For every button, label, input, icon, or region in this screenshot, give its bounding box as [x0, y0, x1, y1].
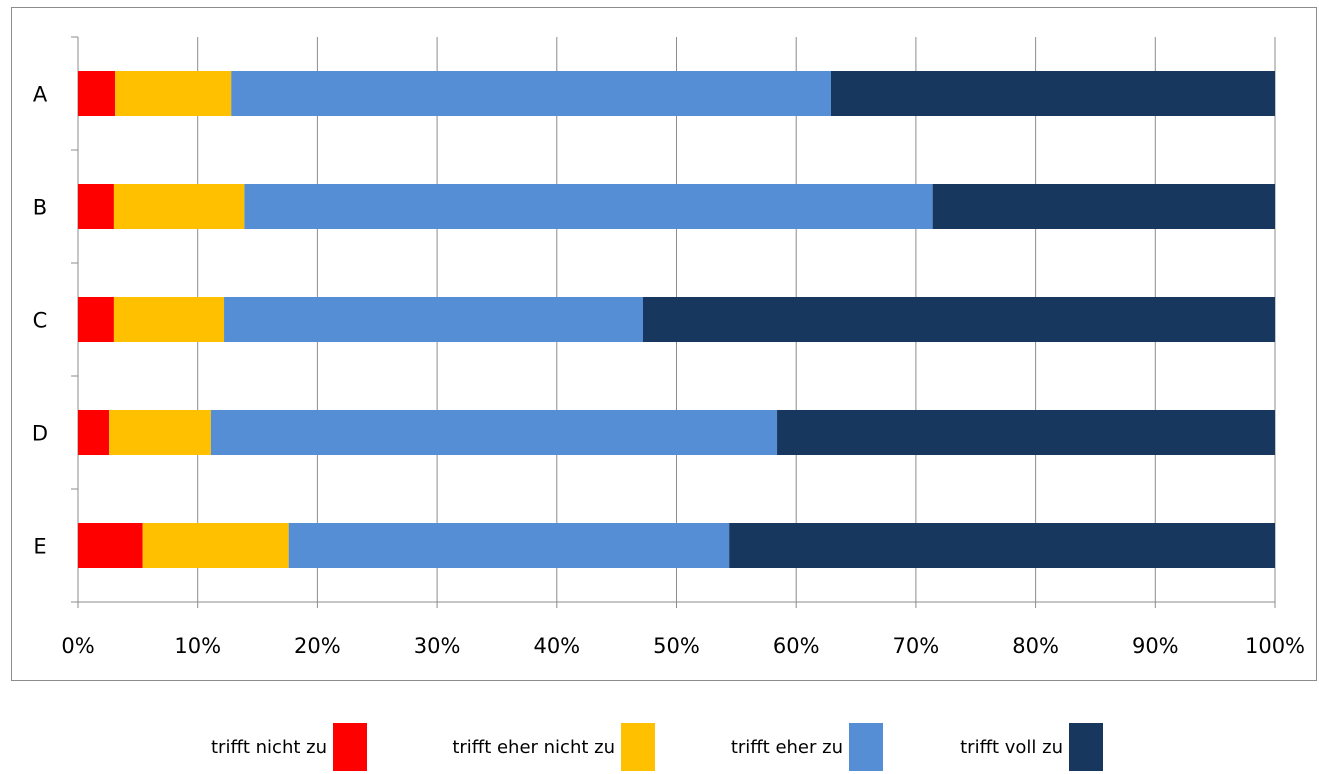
x-tick-label: 10% [174, 634, 221, 658]
x-tick-label: 80% [1012, 634, 1059, 658]
bar-b-series-1 [78, 184, 114, 229]
bar-c-series-1 [78, 297, 114, 342]
bar-d-series-4 [777, 410, 1275, 455]
x-tick-label: 50% [653, 634, 700, 658]
bar-e-series-1 [78, 523, 143, 568]
x-tick-label: 20% [294, 634, 341, 658]
bar-b-series-3 [244, 184, 933, 229]
legend-label: trifft voll zu [960, 736, 1063, 758]
bar-c-series-2 [113, 297, 225, 342]
legend-label: trifft eher nicht zu [452, 736, 615, 758]
legend-label: trifft nicht zu [211, 736, 327, 758]
bar-b-series-4 [932, 184, 1275, 229]
y-tick-label: C [33, 309, 48, 333]
x-tick-label: 90% [1132, 634, 1179, 658]
bar-d-series-1 [78, 410, 110, 455]
stacked-bar-chart: A B C D E 0% 10% 20% 30% 40% 50% 60% 70% 80% 90% 100% [32, 36, 1305, 658]
legend-swatch [333, 723, 367, 771]
bar-a-series-2 [115, 71, 232, 116]
x-tick-label: 0% [61, 634, 94, 658]
bar-a-series-4 [830, 71, 1275, 116]
legend-item: trifft nicht zu [211, 723, 367, 771]
y-tick-label: A [33, 83, 48, 107]
bar-d-series-2 [109, 410, 211, 455]
y-tick-label: B [33, 196, 47, 220]
legend: trifft nicht zu trifft eher nicht zu triff… [0, 723, 1319, 773]
legend-item: trifft eher nicht zu [452, 723, 655, 771]
y-tick-label: D [32, 422, 48, 446]
y-tick-label: E [33, 535, 46, 559]
bar-e-series-3 [288, 523, 730, 568]
bar-c-series-3 [224, 297, 643, 342]
bar-e-series-4 [729, 523, 1275, 568]
x-tick-label: 70% [893, 634, 940, 658]
x-tick-label: 60% [773, 634, 820, 658]
bar-b-series-2 [113, 184, 245, 229]
legend-label: trifft eher zu [730, 736, 843, 758]
bar-a-series-3 [231, 71, 831, 116]
bar-e-series-2 [142, 523, 289, 568]
legend-swatch [849, 723, 883, 771]
bar-d-series-3 [210, 410, 778, 455]
chart-frame [11, 7, 1317, 681]
legend-item: trifft voll zu [960, 723, 1103, 771]
x-tick-label: 100% [1245, 634, 1305, 658]
bar-a-series-1 [78, 71, 116, 116]
legend-swatch [1069, 723, 1103, 771]
legend-swatch [621, 723, 655, 771]
x-tick-label: 30% [414, 634, 461, 658]
legend-item: trifft eher zu [731, 723, 883, 771]
bar-c-series-4 [642, 297, 1275, 342]
x-tick-label: 40% [533, 634, 580, 658]
